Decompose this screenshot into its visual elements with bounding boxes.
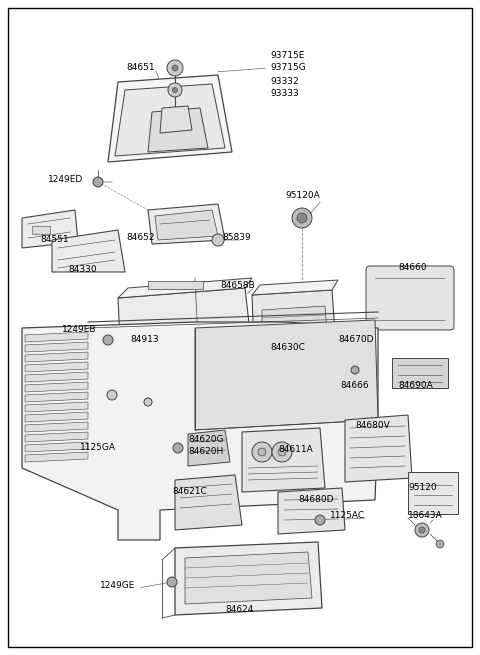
Text: 84651: 84651 bbox=[126, 64, 155, 73]
Polygon shape bbox=[52, 230, 125, 272]
Polygon shape bbox=[25, 372, 88, 382]
Text: 93715G: 93715G bbox=[270, 64, 306, 73]
Polygon shape bbox=[25, 402, 88, 412]
Text: 84670D: 84670D bbox=[338, 335, 373, 345]
Text: 84913: 84913 bbox=[130, 335, 158, 345]
Text: 84690A: 84690A bbox=[398, 381, 433, 390]
Polygon shape bbox=[175, 475, 242, 530]
Polygon shape bbox=[242, 428, 325, 492]
Circle shape bbox=[315, 515, 325, 525]
Circle shape bbox=[93, 177, 103, 187]
Polygon shape bbox=[338, 342, 375, 362]
Text: 84666: 84666 bbox=[340, 381, 369, 390]
Circle shape bbox=[172, 88, 178, 92]
Circle shape bbox=[278, 448, 286, 456]
Circle shape bbox=[297, 213, 307, 223]
Circle shape bbox=[103, 335, 113, 345]
Polygon shape bbox=[368, 268, 452, 328]
Polygon shape bbox=[25, 452, 88, 462]
Circle shape bbox=[173, 443, 183, 453]
Circle shape bbox=[272, 442, 292, 462]
Polygon shape bbox=[262, 306, 330, 372]
Circle shape bbox=[212, 234, 224, 246]
Polygon shape bbox=[25, 392, 88, 402]
Polygon shape bbox=[25, 432, 88, 442]
Text: 95120: 95120 bbox=[408, 483, 437, 493]
Bar bbox=[148, 281, 203, 289]
Circle shape bbox=[144, 398, 152, 406]
Text: 84620H: 84620H bbox=[188, 447, 223, 457]
Text: 84680V: 84680V bbox=[355, 421, 390, 430]
Polygon shape bbox=[175, 542, 322, 615]
Polygon shape bbox=[155, 210, 218, 240]
Text: 84658B: 84658B bbox=[220, 280, 255, 290]
Text: 84652: 84652 bbox=[127, 233, 155, 242]
Polygon shape bbox=[160, 106, 192, 133]
Text: 1249GE: 1249GE bbox=[100, 580, 135, 590]
Polygon shape bbox=[148, 108, 208, 152]
Polygon shape bbox=[115, 84, 225, 156]
Polygon shape bbox=[392, 358, 448, 388]
Text: 1249EB: 1249EB bbox=[62, 326, 96, 335]
Text: 84680D: 84680D bbox=[298, 495, 334, 504]
Circle shape bbox=[252, 442, 272, 462]
Polygon shape bbox=[118, 288, 250, 342]
Text: 84330: 84330 bbox=[68, 265, 96, 274]
Text: 95120A: 95120A bbox=[285, 191, 320, 200]
Polygon shape bbox=[188, 430, 230, 466]
Polygon shape bbox=[25, 422, 88, 432]
FancyBboxPatch shape bbox=[366, 266, 454, 330]
Polygon shape bbox=[25, 382, 88, 392]
Polygon shape bbox=[118, 278, 252, 298]
Circle shape bbox=[419, 527, 425, 533]
Circle shape bbox=[258, 448, 266, 456]
Text: 84624: 84624 bbox=[225, 605, 253, 614]
Text: 93715E: 93715E bbox=[270, 50, 304, 60]
Text: 84611A: 84611A bbox=[278, 445, 313, 455]
Text: 84630C: 84630C bbox=[270, 343, 305, 352]
Text: 84551: 84551 bbox=[40, 236, 69, 244]
Text: 1249ED: 1249ED bbox=[48, 176, 83, 185]
Text: 1125GA: 1125GA bbox=[80, 443, 116, 453]
Text: 1125AC: 1125AC bbox=[330, 512, 365, 521]
Polygon shape bbox=[108, 75, 232, 162]
Text: 93333: 93333 bbox=[270, 90, 299, 98]
Polygon shape bbox=[338, 372, 375, 390]
Text: 84621C: 84621C bbox=[172, 487, 207, 496]
Polygon shape bbox=[252, 290, 338, 380]
Text: 84620G: 84620G bbox=[188, 436, 224, 445]
Polygon shape bbox=[25, 412, 88, 422]
Polygon shape bbox=[25, 342, 88, 352]
Bar bbox=[32, 226, 50, 234]
Polygon shape bbox=[278, 488, 345, 534]
Circle shape bbox=[107, 390, 117, 400]
Polygon shape bbox=[25, 352, 88, 362]
Polygon shape bbox=[25, 442, 88, 452]
Circle shape bbox=[167, 577, 177, 587]
Polygon shape bbox=[185, 552, 312, 604]
Text: 18643A: 18643A bbox=[408, 510, 443, 519]
Circle shape bbox=[172, 65, 178, 71]
Bar bbox=[408, 472, 458, 514]
Polygon shape bbox=[195, 320, 378, 430]
Circle shape bbox=[415, 523, 429, 537]
Circle shape bbox=[292, 208, 312, 228]
Polygon shape bbox=[252, 280, 338, 295]
Circle shape bbox=[168, 83, 182, 97]
Circle shape bbox=[436, 540, 444, 548]
Polygon shape bbox=[22, 322, 378, 540]
Text: 85839: 85839 bbox=[222, 233, 251, 242]
Polygon shape bbox=[148, 204, 225, 244]
Circle shape bbox=[351, 366, 359, 374]
Text: 93332: 93332 bbox=[270, 77, 299, 86]
Polygon shape bbox=[25, 362, 88, 372]
Polygon shape bbox=[22, 210, 78, 248]
Polygon shape bbox=[345, 415, 412, 482]
Polygon shape bbox=[25, 332, 88, 342]
Circle shape bbox=[167, 60, 183, 76]
Text: 84660: 84660 bbox=[398, 263, 427, 272]
